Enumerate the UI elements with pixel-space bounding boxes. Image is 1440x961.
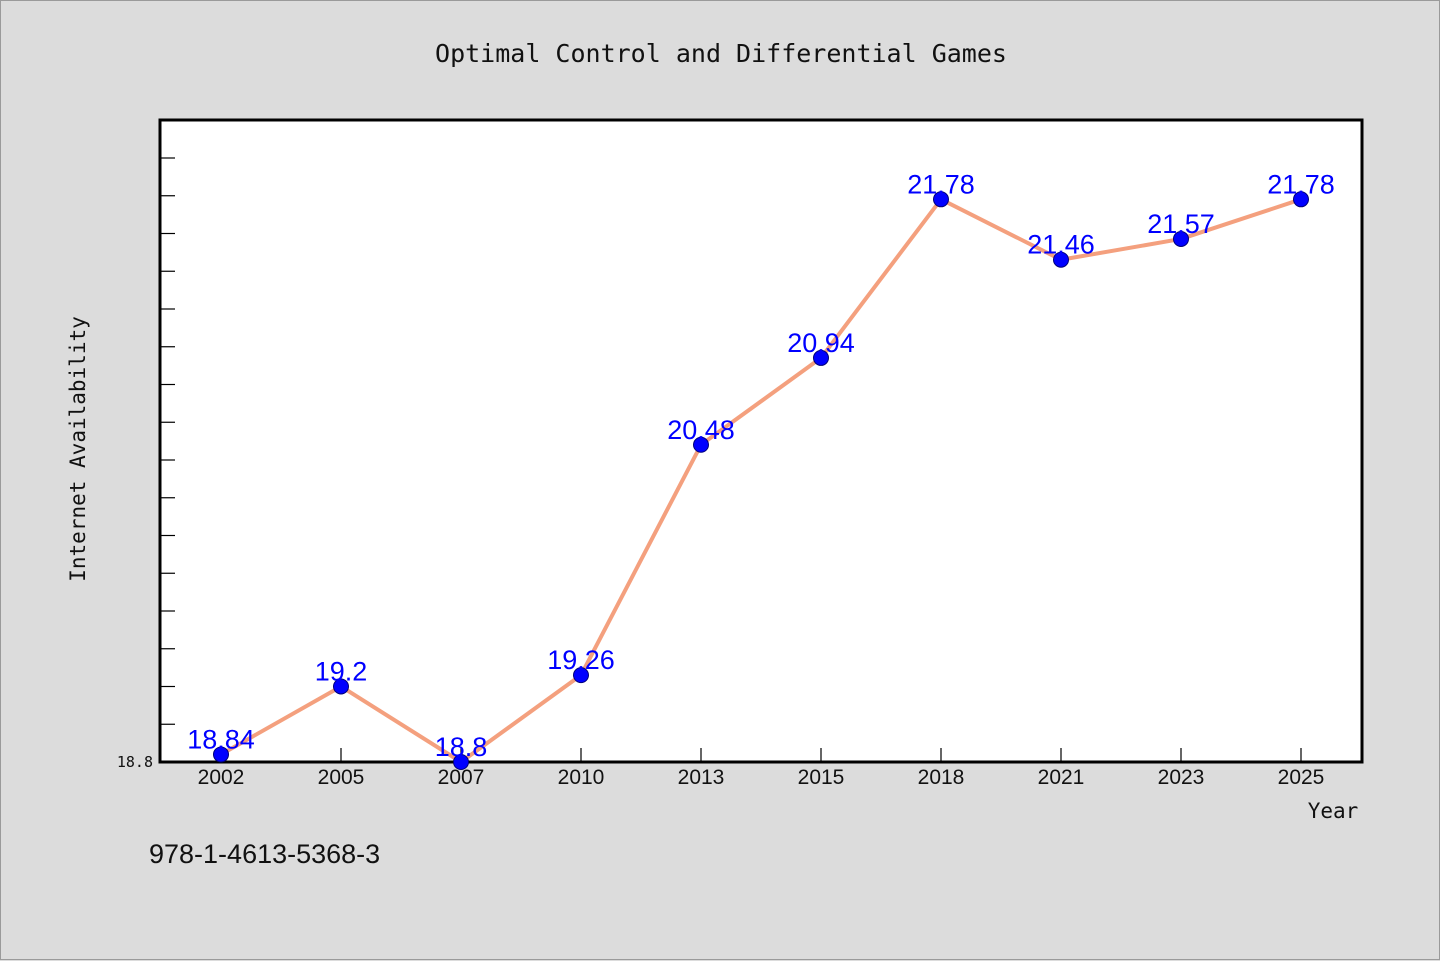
data-label: 21.78 <box>907 169 975 199</box>
x-tick-label: 2007 <box>438 766 485 789</box>
data-label: 21.57 <box>1147 209 1215 239</box>
x-tick-label: 2021 <box>1038 766 1085 789</box>
y-axis-label: Internet Availability <box>66 316 90 582</box>
data-label: 20.94 <box>787 328 855 358</box>
data-point <box>573 667 589 684</box>
x-tick-label: 2023 <box>1158 766 1205 789</box>
data-label: 20.48 <box>667 415 735 445</box>
y-tick-label: 18.8 <box>117 753 153 771</box>
series-group: 18.84 19.2 18.8 19.26 20.48 20.94 21.78 21.46 21… <box>187 169 1335 770</box>
data-label: 19.2 <box>315 656 368 686</box>
chart-title: Optimal Control and Differential Games <box>435 39 1007 68</box>
data-label: 21.46 <box>1027 230 1095 260</box>
x-tick-label: 2015 <box>798 766 845 789</box>
data-label: 21.78 <box>1267 169 1335 199</box>
y-axis-ticks: 18.8 <box>117 157 175 771</box>
x-tick-label: 2013 <box>678 766 725 789</box>
x-tick-label: 2005 <box>318 766 365 789</box>
x-axis-label: Year <box>1308 799 1359 823</box>
x-tick-label: 2002 <box>198 766 245 789</box>
data-point <box>1173 230 1189 247</box>
data-point <box>693 436 709 453</box>
series-line <box>220 197 1302 764</box>
data-point <box>1053 251 1069 268</box>
data-point <box>213 746 229 763</box>
x-tick-label: 2010 <box>558 766 605 789</box>
data-point <box>1293 191 1309 208</box>
x-tick-label: 2018 <box>918 766 965 789</box>
footnote-isbn: 978-1-4613-5368-3 <box>149 839 380 869</box>
data-label: 18.84 <box>187 724 255 754</box>
data-point <box>333 678 349 695</box>
data-label: 18.8 <box>435 732 488 762</box>
data-point <box>453 754 469 770</box>
plot-area <box>158 118 1364 764</box>
x-tick-label: 2025 <box>1278 766 1325 789</box>
data-point <box>933 191 949 208</box>
data-point <box>813 349 829 366</box>
data-label: 19.26 <box>547 645 615 675</box>
